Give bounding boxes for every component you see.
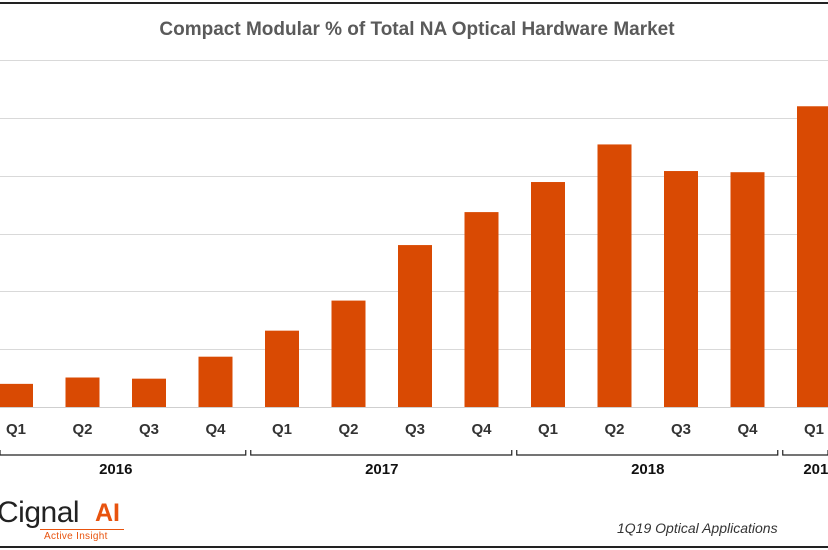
bar	[331, 300, 366, 407]
bar	[464, 212, 499, 407]
year-label: 2017	[365, 461, 398, 478]
logo-suffix: AI	[95, 499, 120, 527]
year-bracket	[250, 450, 513, 456]
x-tick-label: Q1	[804, 421, 824, 438]
x-tick-label: Q4	[205, 421, 226, 438]
chart-title: Compact Modular % of Total NA Optical Ha…	[159, 19, 675, 40]
year-bracket	[516, 450, 779, 456]
year-brackets: 2016 2017 2018 2019	[0, 450, 828, 478]
logo-tagline: Active Insight	[44, 531, 108, 542]
bar	[597, 144, 632, 408]
x-tick-label: Q2	[72, 421, 92, 438]
bar	[265, 330, 299, 407]
year-bracket	[782, 450, 828, 456]
logo-underline	[40, 529, 124, 530]
x-tick-label: Q1	[272, 421, 292, 438]
bar	[797, 106, 828, 408]
year-bracket	[0, 450, 247, 456]
bottom-border	[0, 546, 828, 548]
x-tick-label: Q2	[338, 421, 358, 438]
x-tick-label: Q1	[538, 421, 558, 438]
x-tick-label: Q3	[139, 421, 159, 438]
bar	[531, 182, 565, 407]
bar	[0, 383, 33, 407]
x-tick-label: Q3	[405, 421, 425, 438]
bar	[730, 172, 765, 407]
year-label: 2019	[803, 461, 828, 478]
x-tick-label: Q2	[604, 421, 624, 438]
x-tick-label: Q4	[471, 421, 492, 438]
bar	[132, 378, 166, 407]
year-label: 2016	[99, 461, 132, 478]
x-axis-labels: Q1 Q2 Q3 Q4 Q1 Q2 Q3 Q4 Q1 Q2 Q3 Q4 Q1	[6, 421, 824, 438]
cignal-ai-logo: Cignal AI Active Insight	[0, 496, 160, 544]
year-label: 2018	[631, 461, 664, 478]
x-tick-label: Q1	[6, 421, 26, 438]
bar	[65, 377, 100, 407]
bar	[664, 171, 698, 407]
report-label: 1Q19 Optical Applications	[617, 520, 778, 536]
x-tick-label: Q3	[671, 421, 691, 438]
top-border	[0, 2, 828, 4]
bar	[198, 356, 233, 407]
logo-name: Cignal	[0, 496, 80, 529]
bar	[398, 245, 432, 407]
bars	[0, 106, 828, 408]
x-tick-label: Q4	[737, 421, 758, 438]
